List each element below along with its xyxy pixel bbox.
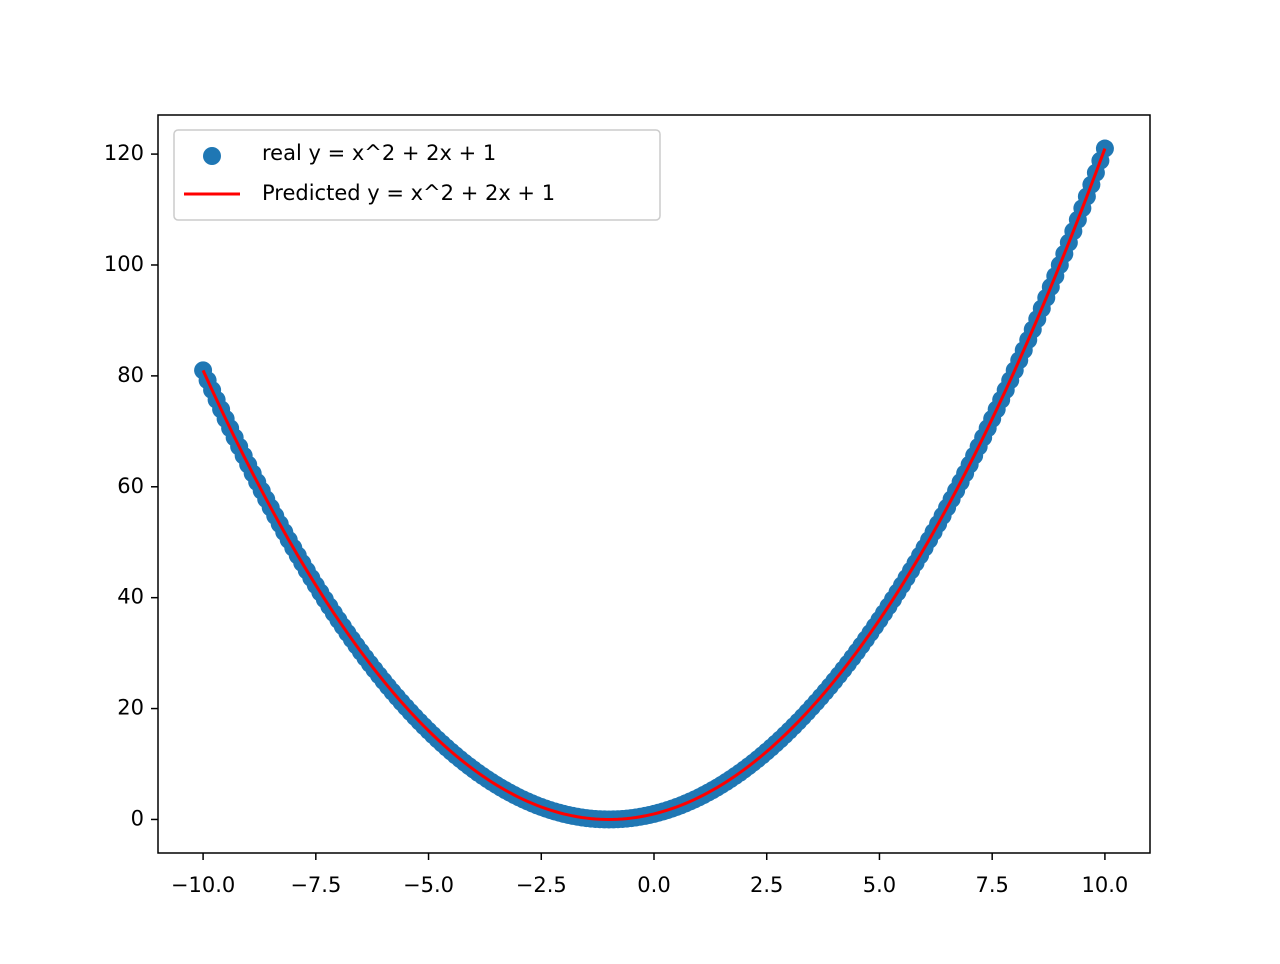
legend-label: real y = x^2 + 2x + 1	[262, 141, 496, 165]
plot-frame	[157, 114, 1151, 854]
y-tick-label: 120	[104, 141, 144, 165]
x-tick-label: 7.5	[975, 873, 1008, 897]
y-tick-label: 20	[117, 696, 144, 720]
legend-label: Predicted y = x^2 + 2x + 1	[262, 181, 555, 205]
x-tick-label: −10.0	[171, 873, 235, 897]
x-tick-label: −7.5	[290, 873, 341, 897]
line	[201, 148, 1107, 821]
x-tick-label: −2.5	[516, 873, 567, 897]
x-tick-label: 10.0	[1082, 873, 1129, 897]
legend-marker	[203, 147, 221, 165]
legend-box	[173, 129, 661, 221]
y-tick-label: 80	[117, 363, 144, 387]
x-tick-label: 5.0	[863, 873, 896, 897]
x-tick-label: −5.0	[403, 873, 454, 897]
y-tick-label: 100	[104, 252, 144, 276]
y-tick-label: 40	[117, 585, 144, 609]
y-tick-label: 60	[117, 474, 144, 498]
x-tick-label: 0.0	[637, 873, 670, 897]
x-tick-label: 2.5	[750, 873, 783, 897]
y-tick-label: 0	[131, 806, 144, 830]
scatter-point	[1095, 139, 1114, 158]
